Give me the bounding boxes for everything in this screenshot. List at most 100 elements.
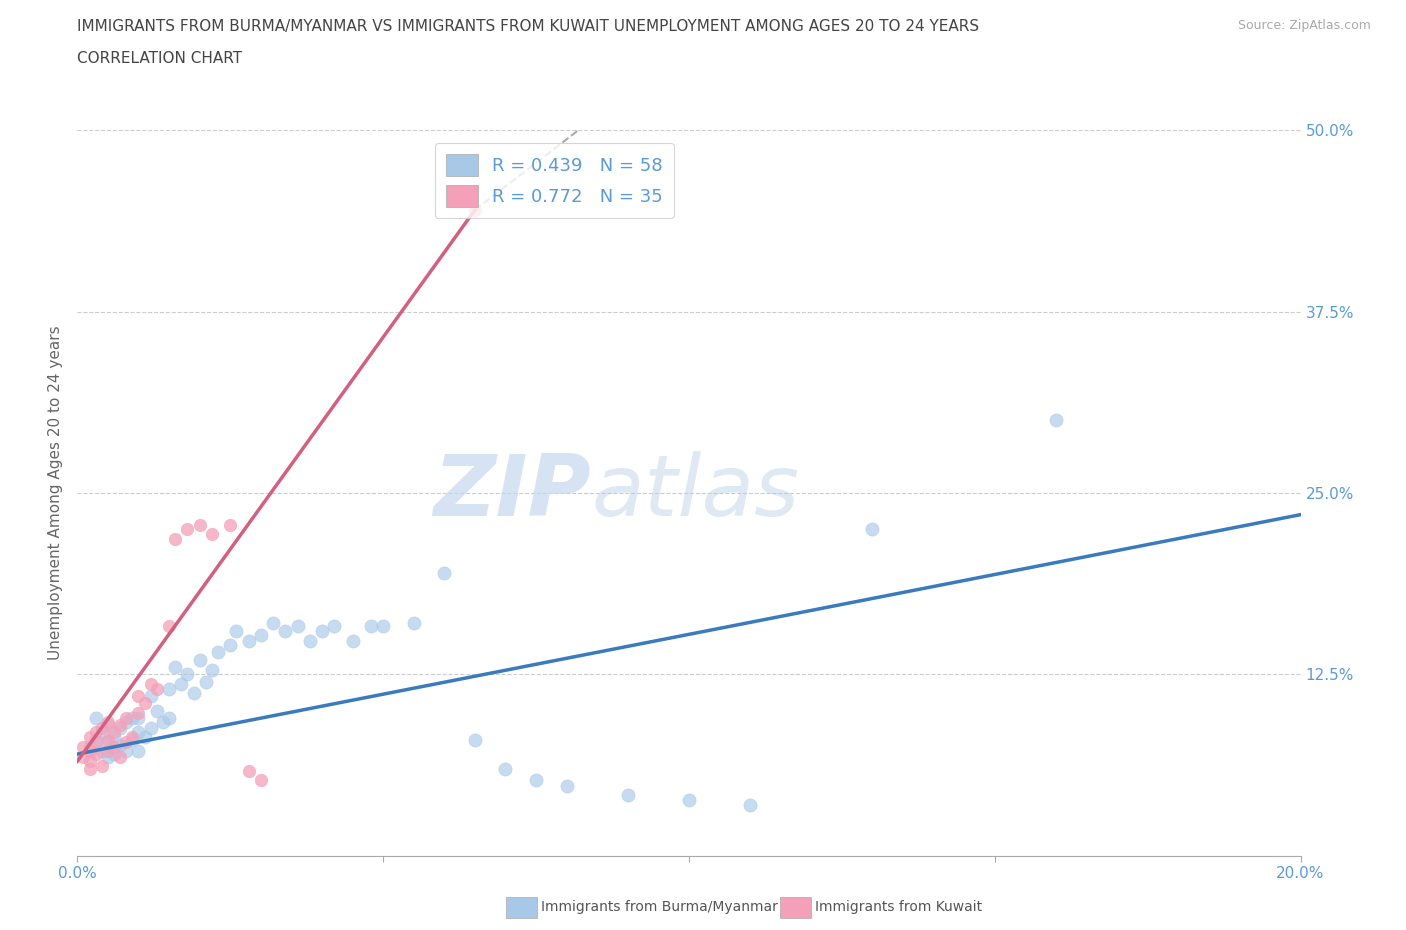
Point — [90, 724, 112, 739]
Point — [90, 721, 112, 736]
Point — [134, 696, 156, 711]
Point — [146, 682, 169, 697]
Text: ZIP: ZIP — [433, 451, 591, 535]
Point — [157, 682, 180, 697]
Point — [495, 761, 517, 776]
Point — [79, 761, 101, 776]
Point — [108, 737, 131, 752]
Point — [90, 758, 112, 773]
Point — [524, 773, 547, 788]
Point — [97, 750, 120, 764]
Point — [194, 674, 217, 689]
Point — [90, 744, 112, 759]
Point — [740, 797, 762, 812]
Point — [121, 732, 143, 747]
Point — [176, 522, 198, 537]
Point — [323, 619, 346, 634]
Point — [134, 729, 156, 744]
Point — [127, 724, 149, 739]
Point — [342, 633, 364, 648]
Point — [862, 522, 884, 537]
Point — [127, 706, 149, 721]
Point — [402, 616, 425, 631]
Text: Immigrants from Burma/Myanmar: Immigrants from Burma/Myanmar — [541, 899, 778, 914]
Point — [360, 619, 382, 634]
Point — [201, 526, 224, 541]
Point — [84, 724, 107, 739]
Point — [176, 667, 198, 682]
Point — [157, 619, 180, 634]
Point — [127, 688, 149, 703]
Point — [298, 633, 321, 648]
Point — [183, 685, 205, 700]
Point — [103, 724, 125, 739]
Point — [115, 735, 138, 750]
Point — [84, 711, 107, 725]
Text: Source: ZipAtlas.com: Source: ZipAtlas.com — [1237, 19, 1371, 32]
Point — [103, 747, 125, 762]
Point — [115, 744, 138, 759]
Point — [311, 623, 333, 638]
Point — [219, 638, 242, 653]
Text: IMMIGRANTS FROM BURMA/MYANMAR VS IMMIGRANTS FROM KUWAIT UNEMPLOYMENT AMONG AGES : IMMIGRANTS FROM BURMA/MYANMAR VS IMMIGRA… — [77, 19, 980, 33]
Point — [127, 744, 149, 759]
Point — [165, 532, 187, 547]
Point — [139, 688, 162, 703]
Text: CORRELATION CHART: CORRELATION CHART — [77, 51, 242, 66]
Point — [97, 735, 120, 750]
Point — [201, 662, 224, 677]
Point — [72, 739, 94, 754]
Point — [79, 744, 101, 759]
Point — [121, 711, 143, 725]
Point — [103, 729, 125, 744]
Point — [79, 754, 101, 769]
Point — [188, 652, 211, 667]
Point — [72, 750, 94, 764]
Point — [262, 616, 284, 631]
Point — [152, 714, 174, 729]
Point — [79, 729, 101, 744]
Point — [97, 744, 120, 759]
Text: atlas: atlas — [591, 451, 799, 535]
Point — [464, 203, 486, 218]
Point — [170, 677, 193, 692]
Point — [146, 703, 169, 718]
Point — [287, 619, 309, 634]
Point — [108, 718, 131, 733]
Point — [79, 739, 101, 754]
Point — [115, 714, 138, 729]
Point — [464, 732, 486, 747]
Point — [127, 711, 149, 725]
Point — [555, 778, 578, 793]
Point — [84, 747, 107, 762]
Point — [238, 764, 260, 779]
Point — [157, 711, 180, 725]
Point — [108, 750, 131, 764]
Point — [250, 628, 273, 643]
Point — [115, 711, 138, 725]
Point — [97, 714, 120, 729]
Point — [225, 623, 247, 638]
Point — [219, 517, 242, 532]
Point — [1045, 413, 1067, 428]
Point — [433, 565, 456, 580]
Point — [207, 645, 229, 660]
Point — [97, 718, 120, 733]
Y-axis label: Unemployment Among Ages 20 to 24 years: Unemployment Among Ages 20 to 24 years — [48, 326, 63, 660]
Point — [84, 732, 107, 747]
Point — [121, 729, 143, 744]
Point — [139, 721, 162, 736]
Point — [165, 659, 187, 674]
Legend: R = 0.439   N = 58, R = 0.772   N = 35: R = 0.439 N = 58, R = 0.772 N = 35 — [434, 143, 673, 218]
Point — [139, 677, 162, 692]
Point — [188, 517, 211, 532]
Point — [371, 619, 394, 634]
Point — [238, 633, 260, 648]
Point — [617, 787, 640, 802]
Point — [84, 735, 107, 750]
Point — [274, 623, 297, 638]
Point — [250, 773, 273, 788]
Point — [97, 732, 120, 747]
Point — [678, 793, 700, 808]
Point — [103, 739, 125, 754]
